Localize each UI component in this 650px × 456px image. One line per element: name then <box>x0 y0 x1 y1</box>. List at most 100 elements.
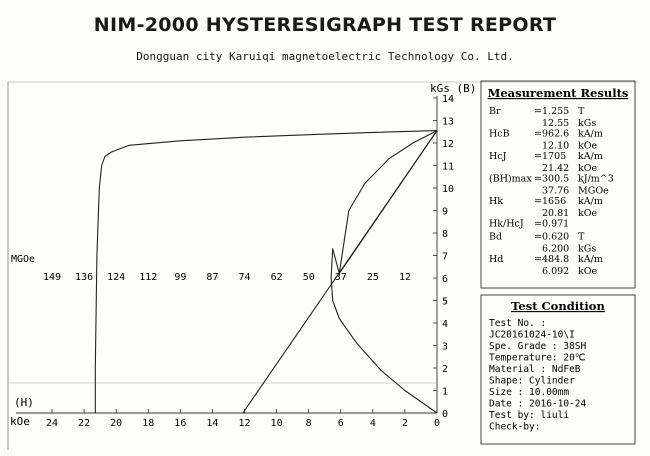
y-tick-label: 1 <box>442 387 448 398</box>
param-unit: kA/m <box>578 254 603 265</box>
energy-tick-label: 87 <box>206 272 218 283</box>
param-name: Hd <box>489 254 503 265</box>
condition-line: Size : 10.00mm <box>489 387 569 398</box>
energy-tick-label: 37 <box>335 272 347 283</box>
y-tick-label: 6 <box>442 274 448 285</box>
condition-line: Spe. Grade : 38SH <box>489 341 587 352</box>
param-name: Br <box>489 106 501 117</box>
curve-demagnetization-curve <box>94 130 438 413</box>
condition-line: Material : NdFeB <box>489 364 581 375</box>
param-name: HcB <box>489 129 510 140</box>
condition-line: Test by: liuli <box>489 410 569 421</box>
param-value-alt: 6.092 <box>542 266 569 277</box>
x-axis-label: kOe <box>10 415 30 428</box>
param-value-alt: 21.42 <box>542 163 569 174</box>
param-value-alt: 20.81 <box>542 208 569 219</box>
param-unit: kA/m <box>578 129 603 140</box>
param-eq: = <box>534 129 542 140</box>
x-tick-label: 14 <box>206 418 218 429</box>
measurement-box <box>480 80 636 289</box>
param-name: Bd <box>489 232 502 243</box>
param-value: 1.255 <box>542 106 569 117</box>
param-unit: kJ/m^3 <box>578 174 614 185</box>
energy-tick-label: 25 <box>367 272 379 283</box>
measurement-row: Hk/HcJ = 0.971 <box>489 219 569 230</box>
y-tick-label: 7 <box>442 252 448 263</box>
x-tick-label: 2 <box>402 418 408 429</box>
param-unit-alt: kGs <box>578 244 596 255</box>
param-eq: = <box>534 219 542 230</box>
param-eq: = <box>534 254 542 265</box>
energy-tick-label: 124 <box>107 272 125 283</box>
measurement-row: HcJ = 1705 kA/m 21.42 kOe <box>489 151 603 174</box>
y-axis-label: kGs (B) <box>430 82 476 95</box>
param-unit-alt: MGOe <box>578 186 609 197</box>
y-tick-label: 3 <box>442 342 448 353</box>
condition-title: Test Condition <box>511 299 605 313</box>
x-tick-label: 8 <box>306 418 312 429</box>
company-name: Dongguan city Karuiqi magnetoelectric Te… <box>136 50 514 63</box>
y-tick-label: 10 <box>442 184 454 195</box>
param-value-alt: 37.76 <box>542 186 569 197</box>
param-unit-alt: kOe <box>578 208 598 219</box>
param-value-alt: 6.200 <box>542 244 569 255</box>
measurement-row: HcB = 962.6 kA/m 12.10 kOe <box>489 129 603 152</box>
y-tick-label: 0 <box>442 409 448 420</box>
param-unit-alt: kOe <box>578 266 598 277</box>
param-value: 0.620 <box>542 232 569 243</box>
y-tick-label: 9 <box>442 207 448 218</box>
h-axis-label: (H) <box>14 396 34 409</box>
param-unit: kA/m <box>578 196 603 207</box>
energy-axis-label: MGOe <box>11 254 35 265</box>
y-tick-label: 12 <box>442 139 454 150</box>
param-eq: = <box>534 232 542 243</box>
param-value: 484.8 <box>542 254 569 265</box>
measurement-row: Hk = 1656 kA/m 20.81 kOe <box>489 196 603 219</box>
energy-tick-label: 50 <box>303 272 315 283</box>
param-name: HcJ <box>489 151 507 162</box>
condition-box <box>480 294 636 445</box>
param-value: 962.6 <box>542 129 569 140</box>
param-name: Hk <box>489 196 503 207</box>
param-eq: = <box>534 174 542 185</box>
y-tick-label: 8 <box>442 229 448 240</box>
param-value: 1656 <box>542 196 566 207</box>
y-tick-label: 5 <box>442 297 448 308</box>
param-eq: = <box>534 196 542 207</box>
condition-line: JC20161024-10\I <box>489 330 575 341</box>
param-name: Hk/HcJ <box>489 219 524 230</box>
param-value: 300.5 <box>542 174 569 185</box>
x-tick-label: 24 <box>46 418 58 429</box>
x-tick-label: 10 <box>271 418 283 429</box>
curve-bh-product-curve <box>330 130 438 414</box>
param-value: 1705 <box>542 151 566 162</box>
measurement-title: Measurement Results <box>488 86 629 100</box>
x-tick-label: 4 <box>370 418 376 429</box>
param-value-alt: 12.10 <box>542 141 569 152</box>
x-tick-label: 12 <box>238 418 250 429</box>
param-eq: = <box>534 106 542 117</box>
condition-line: Check-by: <box>489 422 540 433</box>
param-unit-alt: kGs <box>578 118 596 129</box>
energy-tick-label: 12 <box>399 272 411 283</box>
condition-line: Temperature: 20℃ <box>489 353 586 364</box>
x-tick-label: 22 <box>78 418 90 429</box>
condition-line: Shape: Cylinder <box>489 376 575 387</box>
measurement-row: Hd = 484.8 kA/m 6.092 kOe <box>489 254 603 277</box>
param-unit: T <box>578 232 585 243</box>
param-unit: kA/m <box>578 151 603 162</box>
energy-tick-label: 74 <box>239 272 251 283</box>
energy-tick-label: 112 <box>139 272 157 283</box>
param-eq: = <box>534 151 542 162</box>
energy-tick-label: 136 <box>75 272 93 283</box>
y-tick-label: 13 <box>442 117 454 128</box>
condition-line: Date : 2016-10-24 <box>489 399 587 410</box>
measurement-row: Bd = 0.620 T 6.200 kGs <box>489 232 596 255</box>
x-tick-label: 6 <box>338 418 344 429</box>
param-name: (BH)max <box>489 174 532 185</box>
param-unit-alt: kOe <box>578 141 598 152</box>
curve-load-line-2 <box>338 130 438 274</box>
x-tick-label: 16 <box>174 418 186 429</box>
